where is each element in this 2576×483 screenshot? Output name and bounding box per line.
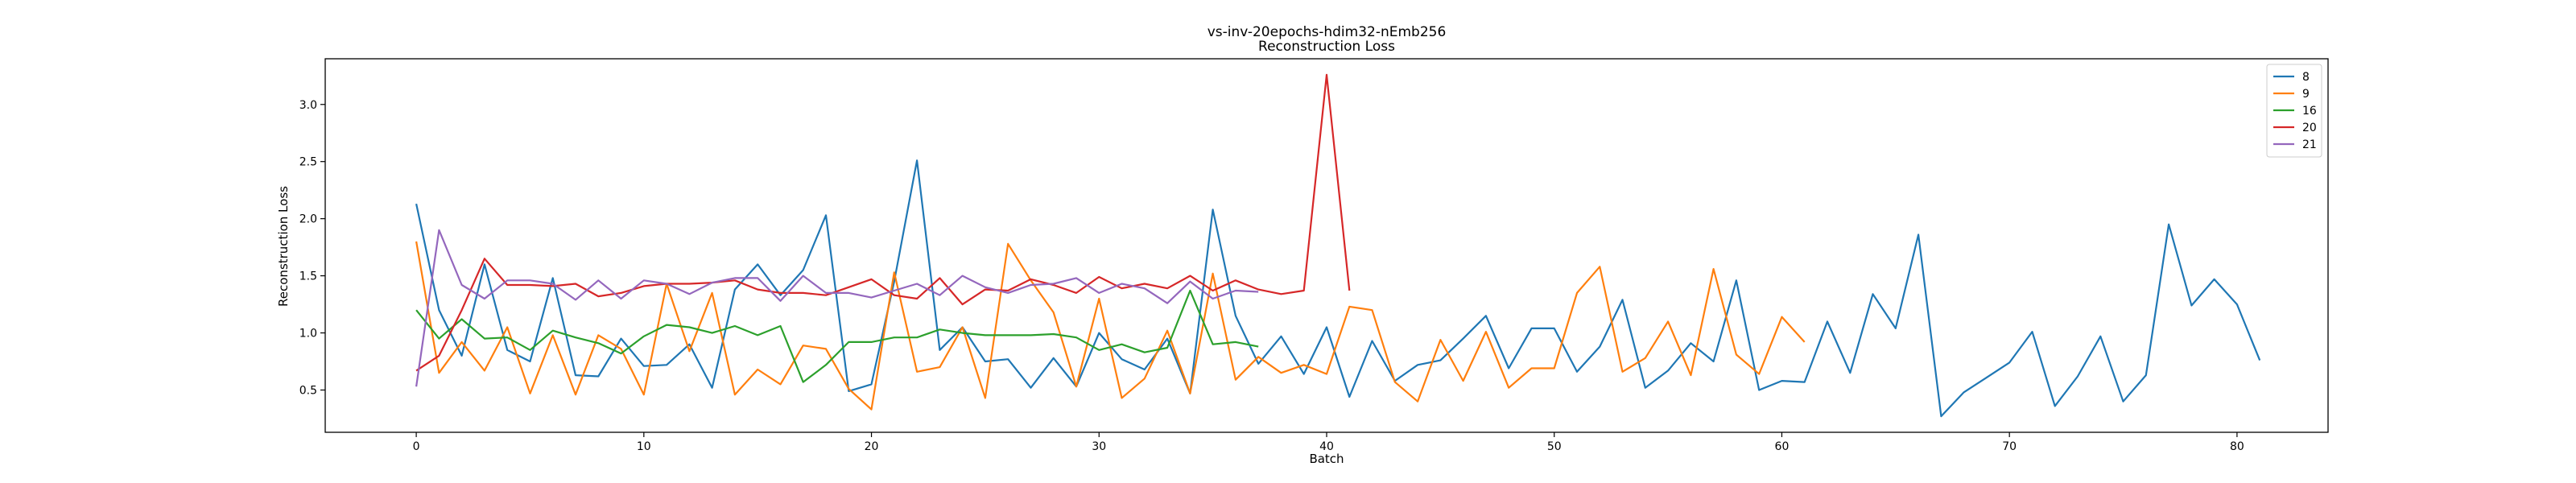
legend-label-20: 20: [2302, 122, 2317, 134]
y-tick-label: 1.0: [299, 328, 317, 341]
x-tick-label: 10: [637, 440, 651, 453]
x-tick-label: 30: [1092, 440, 1106, 453]
x-tick-label: 0: [413, 440, 420, 453]
series-line-21: [415, 229, 1259, 387]
series-line-8: [415, 159, 2261, 418]
legend: 8 9 16 20 21: [2266, 64, 2322, 158]
legend-label-21: 21: [2302, 138, 2317, 151]
x-tick-label: 40: [1319, 440, 1334, 453]
x-tick-label: 60: [1775, 440, 1790, 453]
x-tick-label: 80: [2230, 440, 2244, 453]
y-tick-label: 3.0: [299, 99, 317, 112]
x-tick-label: 20: [865, 440, 879, 453]
y-tick-label: 1.5: [299, 270, 317, 283]
x-tick-label: 70: [2002, 440, 2017, 453]
x-tick-label: 50: [1547, 440, 1562, 453]
y-tick-label: 2.5: [299, 156, 317, 169]
chart-subtitle: Reconstruction Loss: [1258, 39, 1395, 55]
y-axis-label: Reconstruction Loss: [276, 186, 291, 307]
legend-label-8: 8: [2302, 71, 2310, 84]
x-axis-label: Batch: [1309, 452, 1344, 466]
chart-title: vs-inv-20epochs-hdim32-nEmb256: [1208, 24, 1447, 40]
series-line-9: [415, 241, 1806, 411]
y-tick-label: 2.0: [299, 213, 317, 226]
series-line-20: [415, 73, 1351, 372]
y-tick-label: 0.5: [299, 384, 317, 397]
legend-label-16: 16: [2302, 105, 2317, 118]
plot-frame: [324, 58, 2329, 433]
legend-label-9: 9: [2302, 88, 2310, 101]
plot-area: 0 10 20 30 40 50 60 70 80 0.5 1.0 1.5 2.0 2.5 3.0: [299, 58, 2329, 453]
series-line-16: [415, 289, 1259, 383]
